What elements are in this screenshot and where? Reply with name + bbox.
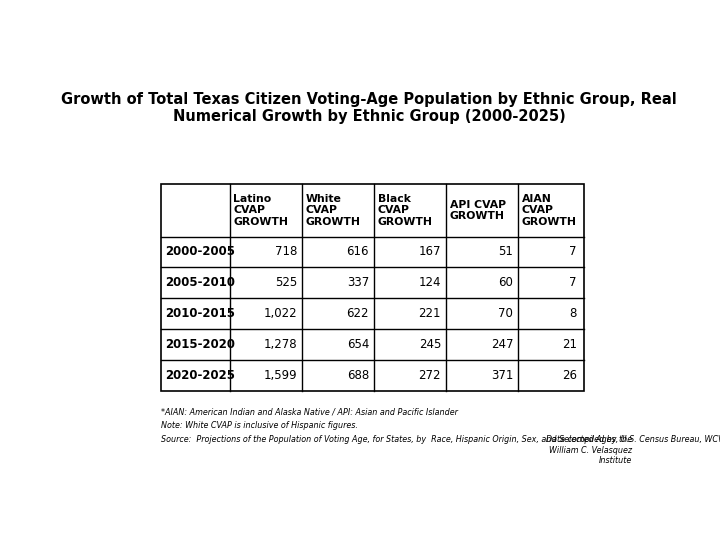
Text: 7: 7 <box>570 276 577 289</box>
Text: Data compiled by the
William C. Velasquez
Institute: Data compiled by the William C. Velasque… <box>546 435 632 465</box>
Text: 654: 654 <box>346 338 369 351</box>
Text: 337: 337 <box>347 276 369 289</box>
Text: 622: 622 <box>346 307 369 320</box>
Text: 8: 8 <box>570 307 577 320</box>
Text: Black
CVAP
GROWTH: Black CVAP GROWTH <box>377 194 433 227</box>
Text: 1,278: 1,278 <box>264 338 297 351</box>
Text: Source:  Projections of the Population of Voting Age, for States, by  Race, Hisp: Source: Projections of the Population of… <box>161 435 720 444</box>
Text: 2005-2010: 2005-2010 <box>165 276 235 289</box>
Text: API CVAP
GROWTH: API CVAP GROWTH <box>449 200 505 221</box>
Text: 371: 371 <box>491 369 513 382</box>
Text: Note: White CVAP is inclusive of Hispanic figures.: Note: White CVAP is inclusive of Hispani… <box>161 421 358 430</box>
Text: 70: 70 <box>498 307 513 320</box>
Text: 247: 247 <box>490 338 513 351</box>
Text: 688: 688 <box>347 369 369 382</box>
Text: 26: 26 <box>562 369 577 382</box>
Text: AIAN
CVAP
GROWTH: AIAN CVAP GROWTH <box>522 194 577 227</box>
Text: 21: 21 <box>562 338 577 351</box>
Text: 272: 272 <box>418 369 441 382</box>
Text: 167: 167 <box>418 245 441 259</box>
Text: 7: 7 <box>570 245 577 259</box>
Bar <box>161 184 585 390</box>
Text: 525: 525 <box>274 276 297 289</box>
Text: 2000-2005: 2000-2005 <box>165 245 235 259</box>
Text: 124: 124 <box>418 276 441 289</box>
Text: Growth of Total Texas Citizen Voting-Age Population by Ethnic Group, Real
Numeri: Growth of Total Texas Citizen Voting-Age… <box>61 92 677 124</box>
Text: 51: 51 <box>498 245 513 259</box>
Text: Latino
CVAP
GROWTH: Latino CVAP GROWTH <box>233 194 289 227</box>
Text: 245: 245 <box>419 338 441 351</box>
Text: 718: 718 <box>274 245 297 259</box>
Text: 616: 616 <box>346 245 369 259</box>
Text: 60: 60 <box>498 276 513 289</box>
Text: 2015-2020: 2015-2020 <box>165 338 235 351</box>
Text: 1,022: 1,022 <box>264 307 297 320</box>
Text: 1,599: 1,599 <box>264 369 297 382</box>
Text: White
CVAP
GROWTH: White CVAP GROWTH <box>305 194 361 227</box>
Text: 221: 221 <box>418 307 441 320</box>
Text: 2010-2015: 2010-2015 <box>165 307 235 320</box>
Text: *AIAN: American Indian and Alaska Native / API: Asian and Pacific Islander: *AIAN: American Indian and Alaska Native… <box>161 408 458 416</box>
Text: 2020-2025: 2020-2025 <box>165 369 235 382</box>
